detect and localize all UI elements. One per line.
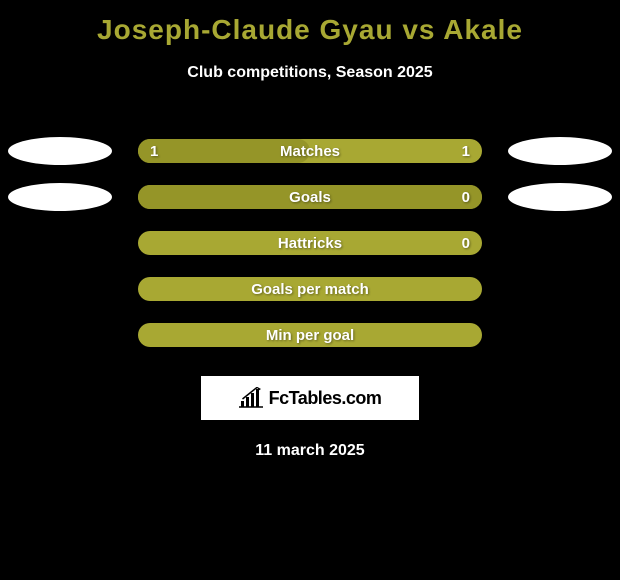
stat-bar: Goals 0 bbox=[138, 185, 482, 209]
stat-row: Goals per match bbox=[0, 266, 620, 312]
date-label: 11 march 2025 bbox=[0, 442, 620, 460]
stats-container: 1 Matches 1 Goals 0 Hattricks 0 Goals per match… bbox=[0, 128, 620, 358]
logo-text: FcTables.com bbox=[269, 388, 382, 409]
chart-icon bbox=[239, 387, 265, 409]
stat-row: Hattricks 0 bbox=[0, 220, 620, 266]
stat-row: 1 Matches 1 bbox=[0, 128, 620, 174]
stat-value-right: 0 bbox=[462, 189, 470, 206]
stat-label: Goals bbox=[289, 189, 331, 206]
stat-bar: Hattricks 0 bbox=[138, 231, 482, 255]
stat-label: Hattricks bbox=[278, 235, 342, 252]
stat-bar: 1 Matches 1 bbox=[138, 139, 482, 163]
stat-label: Matches bbox=[280, 143, 340, 160]
logo-box[interactable]: FcTables.com bbox=[201, 376, 419, 420]
stat-label: Min per goal bbox=[266, 327, 354, 344]
stat-bar: Goals per match bbox=[138, 277, 482, 301]
ellipse-right bbox=[508, 137, 612, 165]
ellipse-left bbox=[8, 137, 112, 165]
stat-row: Goals 0 bbox=[0, 174, 620, 220]
stat-label: Goals per match bbox=[251, 281, 369, 298]
stat-row: Min per goal bbox=[0, 312, 620, 358]
ellipse-left bbox=[8, 183, 112, 211]
stat-value-right: 1 bbox=[462, 143, 470, 160]
page-title: Joseph-Claude Gyau vs Akale bbox=[0, 0, 620, 46]
subtitle: Club competitions, Season 2025 bbox=[0, 64, 620, 82]
logo-inner: FcTables.com bbox=[239, 387, 382, 409]
stat-bar: Min per goal bbox=[138, 323, 482, 347]
stat-value-left: 1 bbox=[150, 143, 158, 160]
stat-value-right: 0 bbox=[462, 235, 470, 252]
ellipse-right bbox=[508, 183, 612, 211]
